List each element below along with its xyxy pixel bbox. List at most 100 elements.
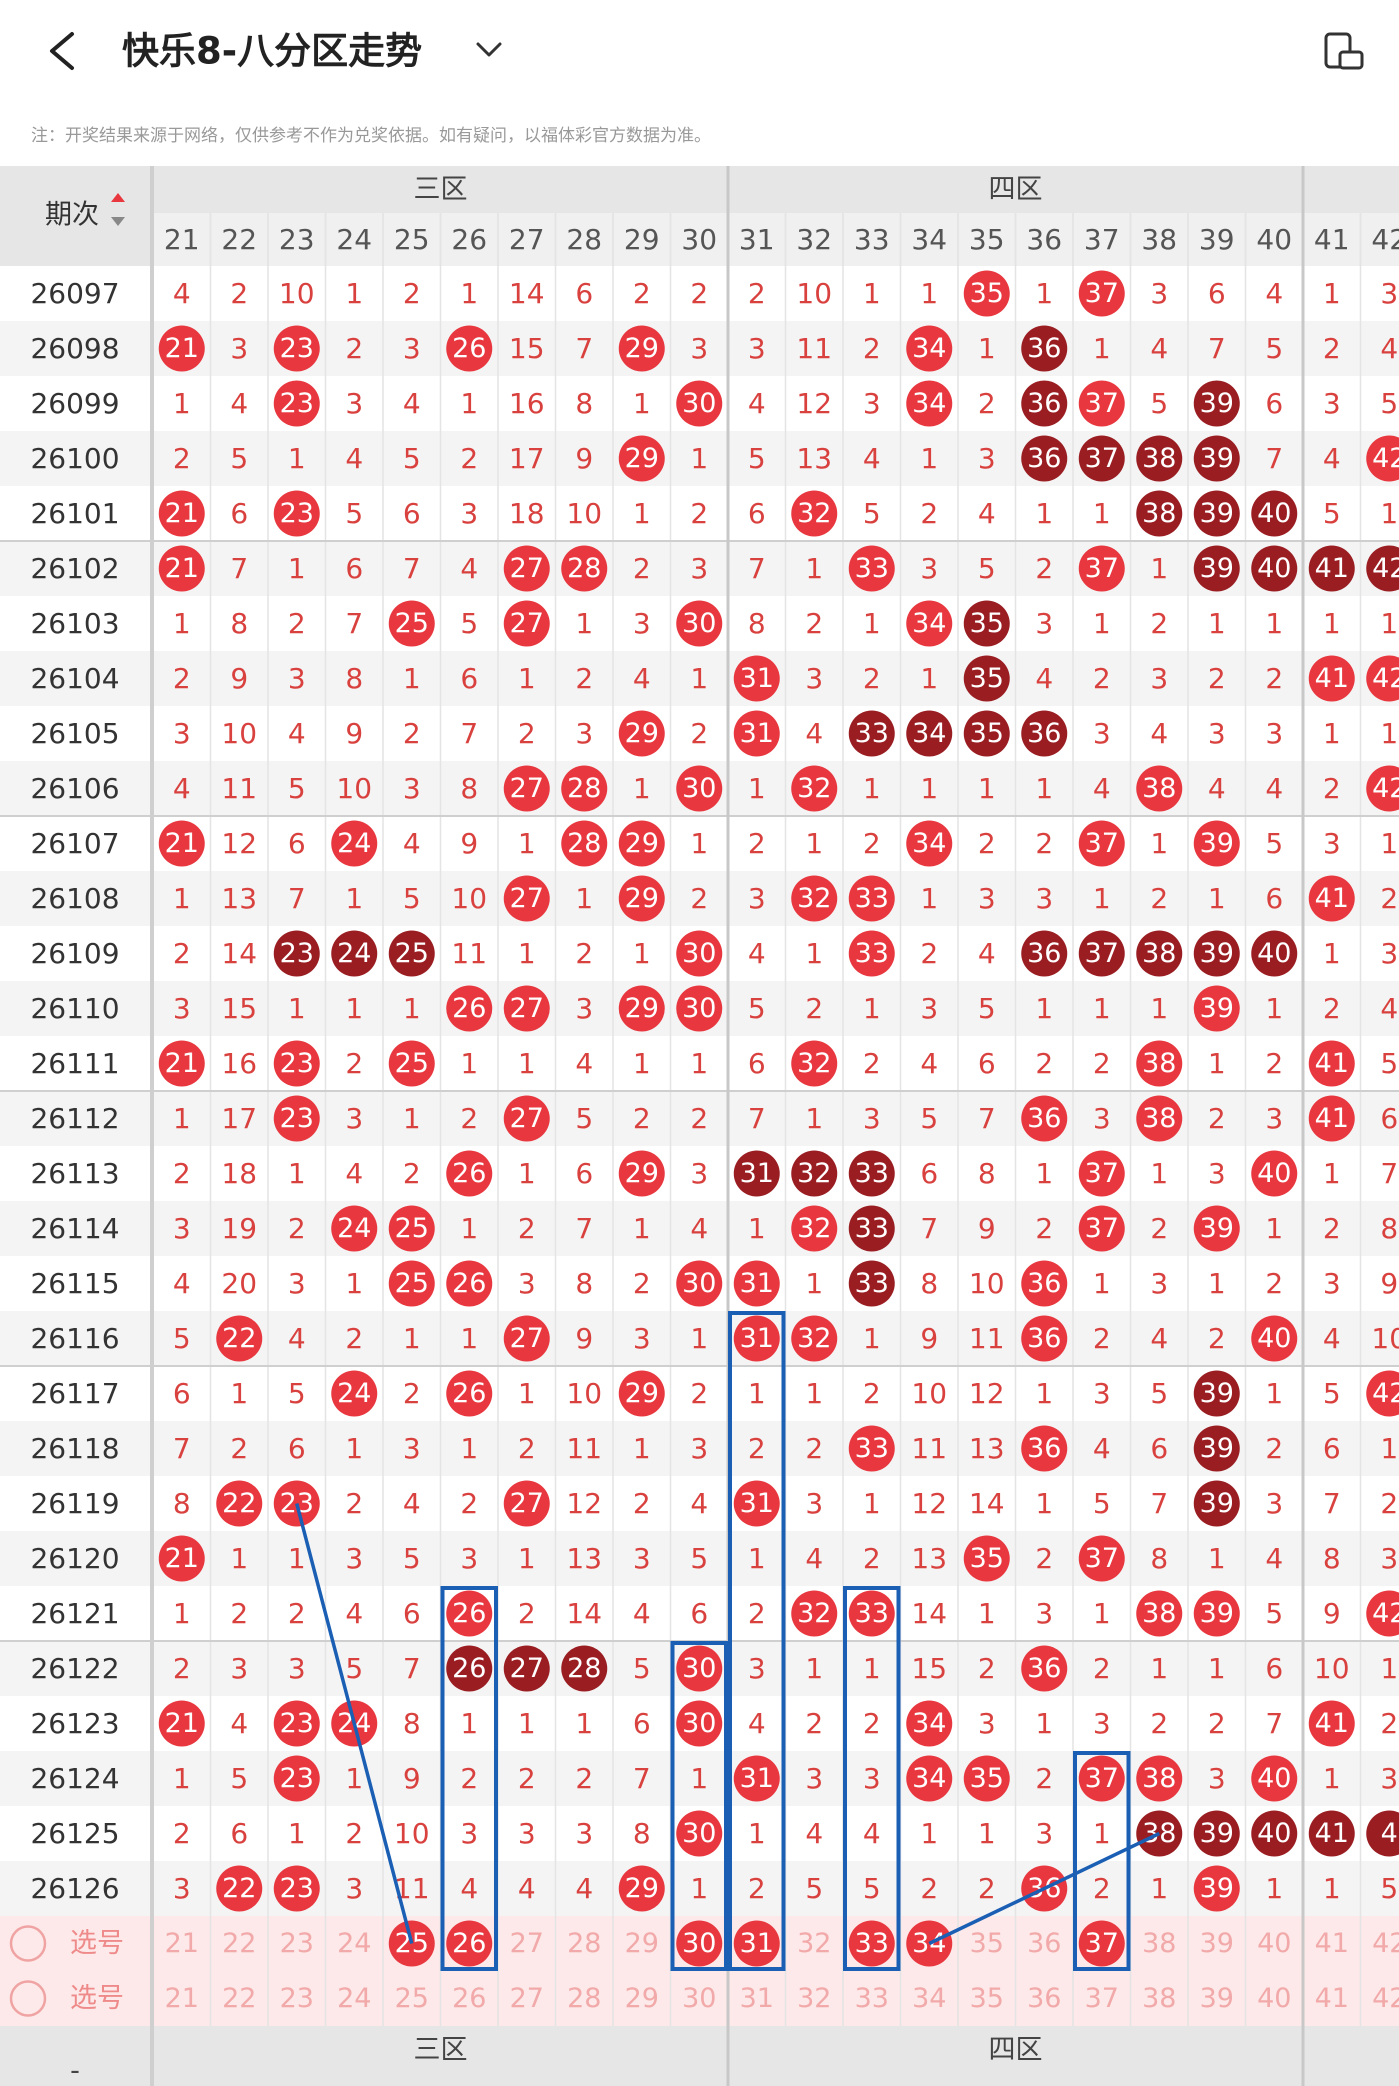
- pick-number[interactable]: 38: [1142, 1928, 1176, 1959]
- pick-number[interactable]: 28: [567, 1983, 601, 2014]
- miss-count: 5: [345, 1652, 363, 1685]
- pick-ball[interactable]: [848, 1920, 895, 1967]
- miss-count: 6: [230, 1817, 248, 1850]
- pick-number[interactable]: 32: [797, 1983, 831, 2014]
- pick-number[interactable]: 33: [855, 1928, 889, 1959]
- miss-count: 2: [1150, 1212, 1168, 1245]
- pick-number[interactable]: 27: [510, 1983, 544, 2014]
- hit-ball: [1021, 435, 1068, 482]
- hit-number: 38: [1142, 1598, 1176, 1629]
- pick-number[interactable]: 25: [395, 1983, 429, 2014]
- pick-number[interactable]: 42: [1372, 1928, 1399, 1959]
- pick-number[interactable]: 33: [855, 1983, 889, 2014]
- miss-count: 2: [1093, 1322, 1111, 1355]
- pick-number[interactable]: 24: [337, 1983, 371, 2014]
- pick-number[interactable]: 42: [1372, 1983, 1399, 2014]
- pick-number[interactable]: 35: [970, 1928, 1004, 1959]
- zone-header: 四区: [989, 174, 1043, 205]
- pick-ball[interactable]: [1078, 1920, 1125, 1967]
- miss-count: 1: [1380, 827, 1398, 860]
- pick-number[interactable]: 21: [165, 1928, 199, 1959]
- pick-number[interactable]: 27: [510, 1928, 544, 1959]
- sort-down[interactable]: [111, 217, 125, 226]
- zone-footer: 四区: [989, 2035, 1043, 2066]
- hit-ball: [791, 490, 838, 537]
- pick-number[interactable]: 36: [1027, 1983, 1061, 2014]
- miss-count: 3: [288, 1652, 306, 1685]
- header-bg: [0, 166, 1399, 213]
- sort-up[interactable]: [111, 193, 125, 202]
- pick-number[interactable]: 29: [625, 1928, 659, 1959]
- miss-count: 6: [575, 277, 593, 310]
- pick-number[interactable]: 40: [1257, 1928, 1291, 1959]
- pick-number[interactable]: 34: [912, 1983, 946, 2014]
- hit-number: 27: [510, 773, 544, 804]
- hit-ball: [1193, 985, 1240, 1032]
- hit-ball: [1193, 1480, 1240, 1527]
- miss-count: 1: [690, 1872, 708, 1905]
- hit-number: 39: [1200, 1433, 1234, 1464]
- miss-count: 15: [509, 332, 545, 365]
- period: 26119: [30, 1487, 119, 1520]
- pick-number[interactable]: 28: [567, 1928, 601, 1959]
- miss-count: 2: [978, 827, 996, 860]
- pick-number[interactable]: 36: [1027, 1928, 1061, 1959]
- hit-ball: [848, 1260, 895, 1307]
- pick-number[interactable]: 30: [682, 1983, 716, 2014]
- miss-count: 4: [863, 442, 881, 475]
- pick-number[interactable]: 41: [1315, 1983, 1349, 2014]
- hit-number: 26: [452, 1378, 486, 1409]
- title-dropdown[interactable]: [476, 42, 502, 57]
- pick-number[interactable]: 23: [280, 1983, 314, 2014]
- pick-number[interactable]: 31: [740, 1928, 774, 1959]
- miss-count: 10: [796, 277, 832, 310]
- pick-number[interactable]: 22: [222, 1928, 256, 1959]
- pick-number[interactable]: 21: [165, 1983, 199, 2014]
- hit-ball: [1251, 1150, 1298, 1197]
- hit-ball: [676, 930, 723, 977]
- pick-number[interactable]: 29: [625, 1983, 659, 2014]
- pick-checkbox[interactable]: [9, 1925, 47, 1962]
- miss-count: 2: [1150, 1707, 1168, 1740]
- pick-number[interactable]: 24: [337, 1928, 371, 1959]
- hit-number: 39: [1200, 498, 1234, 529]
- miss-count: 1: [1093, 1817, 1111, 1850]
- pick-number[interactable]: 26: [452, 1983, 486, 2014]
- pick-ball[interactable]: [676, 1920, 723, 1967]
- rotate-button[interactable]: [1324, 32, 1364, 70]
- miss-count: 1: [920, 442, 938, 475]
- miss-count: 3: [690, 1157, 708, 1190]
- miss-count: 3: [403, 772, 421, 805]
- pick-number[interactable]: 37: [1085, 1928, 1119, 1959]
- pick-number[interactable]: 23: [280, 1928, 314, 1959]
- back-button[interactable]: [50, 32, 74, 70]
- pick-number[interactable]: 38: [1142, 1983, 1176, 2014]
- miss-count: 4: [1150, 717, 1168, 750]
- pick-number[interactable]: 22: [222, 1983, 256, 2014]
- pick-checkbox[interactable]: [9, 1980, 47, 2017]
- pick-number[interactable]: 39: [1200, 1928, 1234, 1959]
- hit-number: 32: [797, 1213, 831, 1244]
- pick-number[interactable]: 30: [682, 1928, 716, 1959]
- pick-number[interactable]: 31: [740, 1983, 774, 2014]
- miss-count: 1: [1208, 1267, 1226, 1300]
- miss-count: 3: [805, 662, 823, 695]
- pick-number[interactable]: 37: [1085, 1983, 1119, 2014]
- pick-number[interactable]: 35: [970, 1983, 1004, 2014]
- hit-ball: [1021, 710, 1068, 757]
- pick-number[interactable]: 39: [1200, 1983, 1234, 2014]
- hit-ball: [618, 1865, 665, 1912]
- miss-count: 3: [575, 717, 593, 750]
- hit-number: 27: [510, 1103, 544, 1134]
- miss-count: 8: [633, 1817, 651, 1850]
- pick-number[interactable]: 40: [1257, 1983, 1291, 2014]
- pick-number[interactable]: 32: [797, 1928, 831, 1959]
- pick-ball[interactable]: [446, 1920, 493, 1967]
- pick-number[interactable]: 41: [1315, 1928, 1349, 1959]
- pick-number[interactable]: 26: [452, 1928, 486, 1959]
- miss-count: 2: [173, 1157, 191, 1190]
- hit-number: 36: [1027, 1323, 1061, 1354]
- pick-ball[interactable]: [733, 1920, 780, 1967]
- miss-count: 2: [1093, 1872, 1111, 1905]
- miss-count: 3: [1380, 1762, 1398, 1795]
